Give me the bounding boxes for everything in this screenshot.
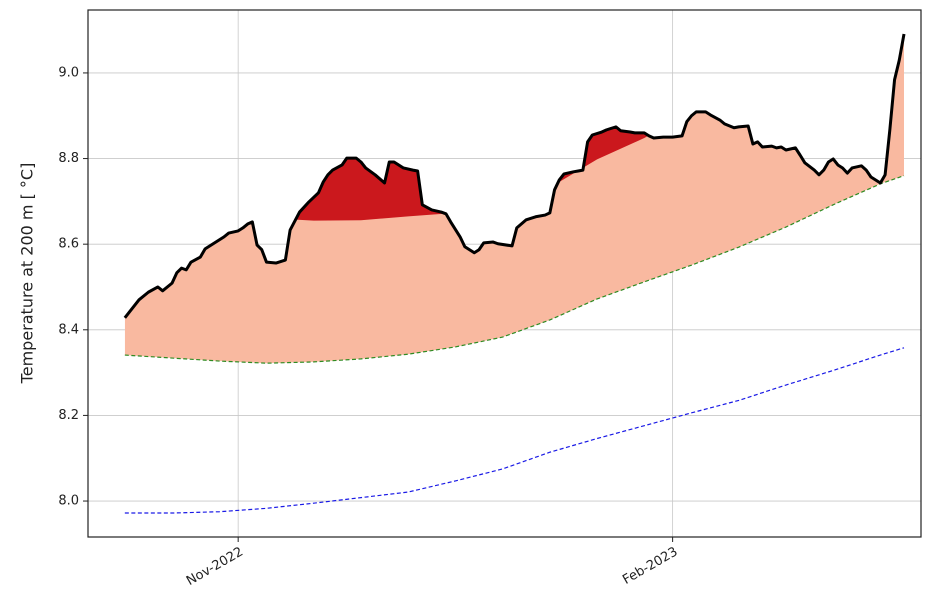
y-tick-label: 8.2: [58, 408, 79, 423]
line: [123, 33, 906, 319]
y-axis-label: Temperature at 200 m [ °C]: [18, 163, 37, 385]
y-tick-label: 8.4: [58, 322, 79, 337]
line: [124, 175, 905, 364]
line: [124, 347, 905, 514]
y-tick-label: 8.8: [58, 151, 79, 166]
y-tick-label: 9.0: [58, 65, 79, 80]
x-tick-label: Nov-2022: [184, 545, 246, 589]
y-tick-label: 8.0: [58, 494, 79, 509]
area-fill: [124, 33, 904, 364]
x-tick-label: Feb-2023: [620, 545, 680, 588]
y-tick-label: 8.6: [58, 237, 79, 252]
plot-frame: [87, 9, 922, 538]
